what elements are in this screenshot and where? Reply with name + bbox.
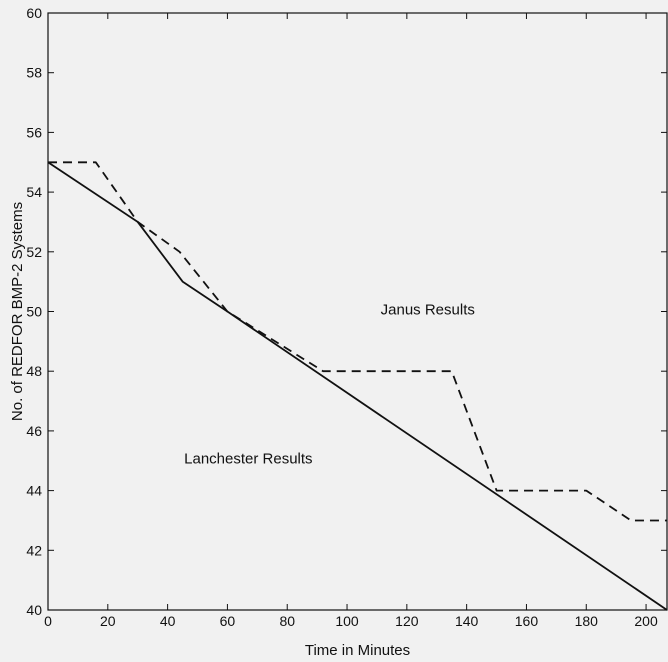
annotation-label: Lanchester Results	[184, 451, 312, 468]
y-tick-label: 54	[26, 184, 42, 200]
x-tick-label: 80	[279, 613, 295, 629]
y-axis-label: No. of REDFOR BMP-2 Systems	[9, 202, 26, 421]
y-tick-label: 60	[26, 5, 42, 21]
y-tick-label: 56	[26, 124, 42, 140]
y-tick-label: 40	[26, 602, 42, 618]
annotation-label: Janus Results	[381, 301, 475, 318]
series-lines	[47, 161, 668, 611]
axis-ticks	[47, 12, 667, 611]
series-line-janus-results	[48, 161, 667, 522]
y-tick-label: 42	[26, 542, 42, 558]
y-tick-label: 44	[26, 483, 42, 499]
annotations: Janus Results Lanchester Results	[184, 301, 475, 467]
x-axis-label: Time in Minutes	[305, 642, 410, 659]
y-tick-label: 48	[26, 363, 42, 379]
y-tick-label: 52	[26, 244, 42, 260]
x-tick-label: 20	[100, 613, 116, 629]
x-tick-label: 100	[335, 613, 359, 629]
y-tick-label: 58	[26, 65, 42, 81]
x-tick-label: 160	[515, 613, 539, 629]
y-tick-label: 46	[26, 423, 42, 439]
y-tick-label: 50	[26, 304, 42, 320]
series-line-lanchester-results	[47, 161, 668, 611]
x-tick-label: 180	[575, 613, 599, 629]
x-tick-label: 200	[634, 613, 658, 629]
x-tick-label: 0	[44, 613, 52, 629]
x-tick-label: 60	[220, 613, 236, 629]
x-tick-label: 140	[455, 613, 479, 629]
x-tick-label: 40	[160, 613, 176, 629]
tick-labels: 0 20 40 60 80 100 120 140 160 180 200 40 42 44 46 48 50 5…	[26, 5, 658, 629]
plot-frame	[47, 12, 668, 611]
x-tick-label: 120	[395, 613, 419, 629]
